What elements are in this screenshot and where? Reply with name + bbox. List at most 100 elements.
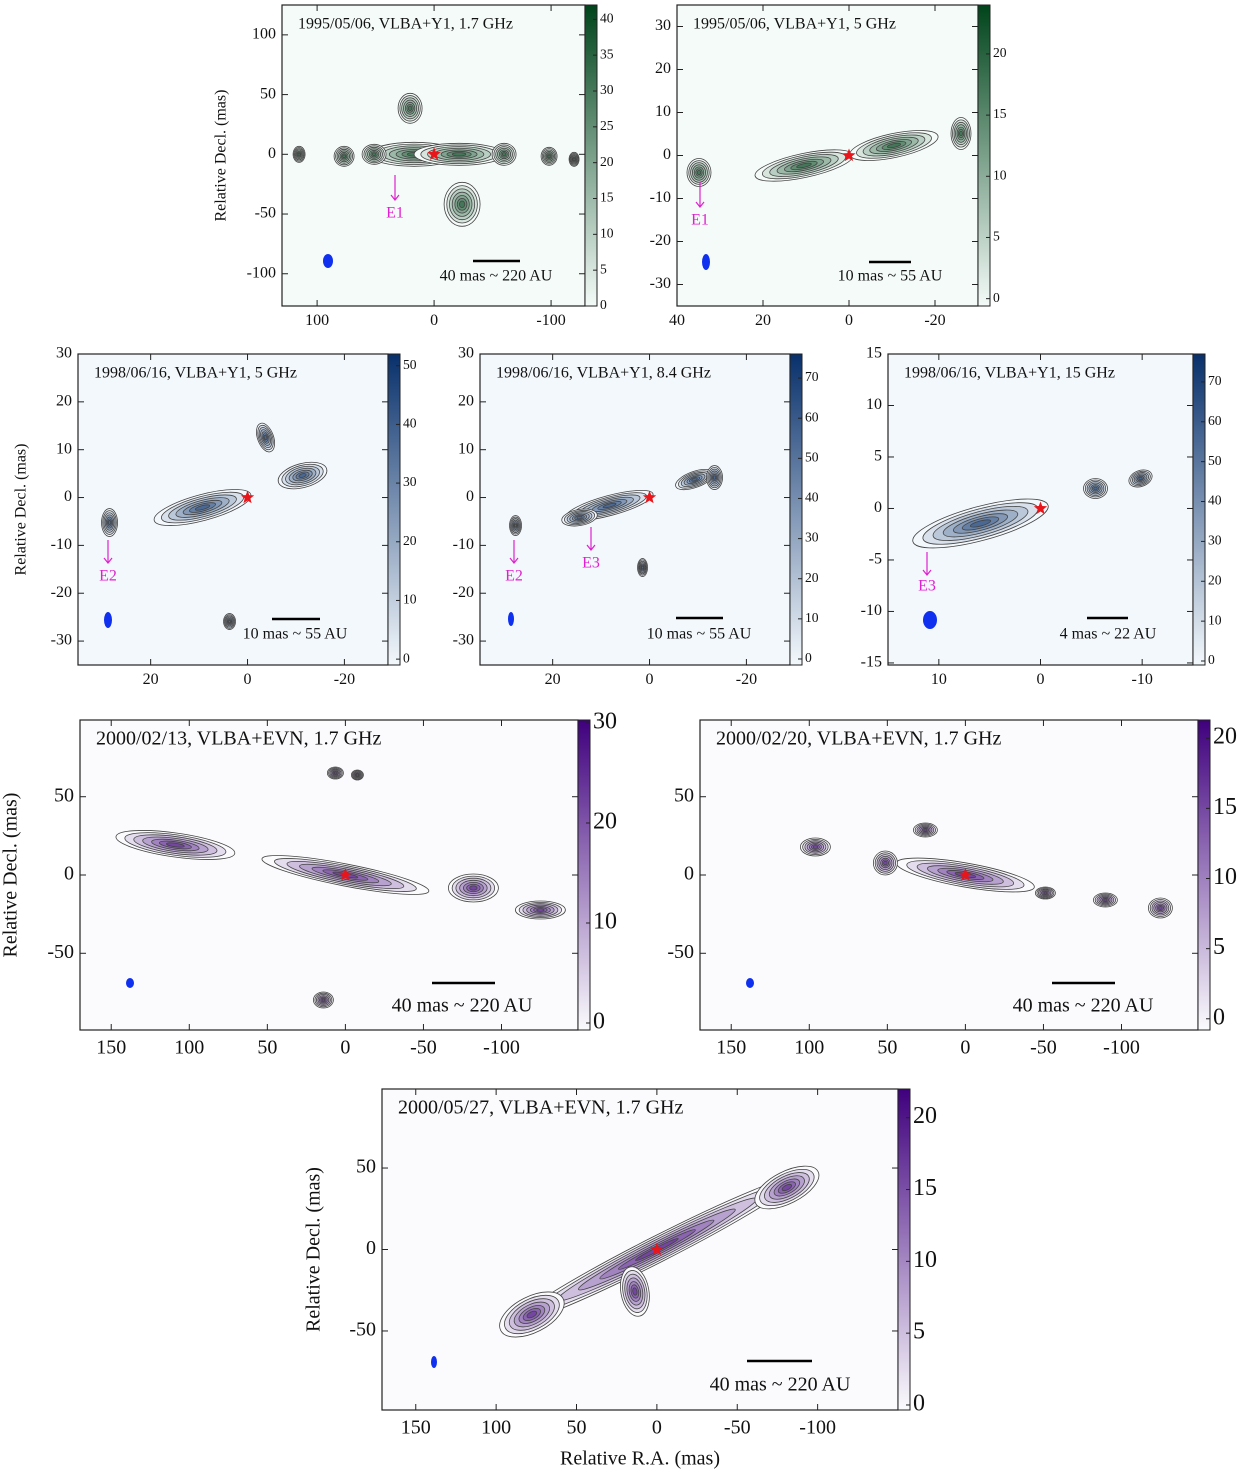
colorbar-tick-label: 5 <box>993 229 1000 244</box>
colorbar-tick-label: 0 <box>993 290 1000 305</box>
y-tick-label: -50 <box>349 1319 376 1341</box>
y-tick-label: 5 <box>874 448 882 465</box>
colorbar-tick-label: 30 <box>593 709 617 735</box>
x-tick-label: -100 <box>483 1037 520 1059</box>
y-tick-label: -30 <box>453 632 474 649</box>
colorbar-tick-label: 10 <box>600 225 614 240</box>
y-tick-label: 20 <box>56 393 72 410</box>
colorbar-tick-label: 10 <box>1208 612 1222 627</box>
x-tick-label: -50 <box>1030 1037 1057 1059</box>
x-tick-label: 0 <box>652 1417 662 1439</box>
x-tick-label: 0 <box>646 671 654 688</box>
y-tick-label: -5 <box>869 551 882 568</box>
contour <box>959 130 963 137</box>
beam <box>104 612 112 628</box>
colorbar-tick-label: 50 <box>1208 453 1222 468</box>
beam <box>431 1356 437 1368</box>
scale-label: 40 mas ~ 220 AU <box>1013 995 1154 1017</box>
annotation-label: E3 <box>582 555 600 572</box>
colorbar <box>897 1088 911 1411</box>
y-tick-label: 0 <box>466 488 474 505</box>
colorbar-tick-label: 60 <box>1208 413 1222 428</box>
panel-title: 1998/06/16, VLBA+Y1, 5 GHz <box>94 365 297 382</box>
y-tick-label: -20 <box>650 232 671 249</box>
contour <box>691 477 698 482</box>
x-tick-label: 0 <box>244 671 252 688</box>
contour <box>1138 476 1143 481</box>
contour <box>501 152 507 157</box>
annotation-arrowhead <box>390 194 400 201</box>
colorbar <box>1192 353 1206 666</box>
y-tick-label: 20 <box>655 60 671 77</box>
x-tick-label: -100 <box>1103 1037 1140 1059</box>
y-tick-label: -50 <box>667 941 694 963</box>
y-axis-label: Relative Decl. (mas) <box>303 1167 325 1332</box>
colorbar-tick-label: 40 <box>403 416 417 431</box>
colorbar-tick-label: 50 <box>805 449 819 464</box>
contour <box>883 860 888 866</box>
panel: 150 100 50 0 -50 -100 50 0 -50 0 5 10 15 20 2000/02/20… <box>667 719 1237 1059</box>
colorbar-tick-label: 15 <box>600 190 614 205</box>
y-tick-label: 50 <box>674 784 694 806</box>
colorbar-tick-label: 5 <box>913 1319 925 1345</box>
contour <box>1043 891 1048 895</box>
colorbar-tick-label: 10 <box>993 167 1007 182</box>
colorbar-tick-label: 20 <box>1208 572 1222 587</box>
scale-label: 10 mas ~ 55 AU <box>243 626 348 643</box>
core-star <box>1033 501 1048 515</box>
colorbar <box>577 719 591 1031</box>
colorbar-tick-label: 30 <box>805 530 819 545</box>
y-tick-label: 30 <box>56 345 72 362</box>
colorbar <box>387 353 401 666</box>
y-tick-label: 50 <box>260 85 276 102</box>
y-tick-label: 50 <box>54 784 74 806</box>
annotation-arrowhead <box>695 201 705 208</box>
panel: 150 100 50 0 -50 -100 50 0 -50 0 5 10 15 20 2000/05/27… <box>303 1088 937 1470</box>
annotation-label: E2 <box>99 568 117 585</box>
x-axis-label: Relative R.A. (mas) <box>560 1448 720 1470</box>
x-tick-label: -100 <box>536 312 565 329</box>
colorbar-tick-label: 30 <box>600 82 614 97</box>
colorbar-tick-label: 10 <box>1213 864 1237 890</box>
contour <box>572 157 576 161</box>
colorbar-tick-label: 0 <box>1213 1004 1225 1030</box>
panel-title: 2000/05/27, VLBA+EVN, 1.7 GHz <box>398 1097 683 1119</box>
y-tick-label: 0 <box>64 488 72 505</box>
colorbar <box>584 4 598 307</box>
beam <box>508 612 514 626</box>
contour <box>107 520 112 526</box>
colorbar-tick-label: 20 <box>403 533 417 548</box>
y-tick-label: -10 <box>650 189 671 206</box>
contour <box>526 1310 538 1319</box>
colorbar-tick-label: 30 <box>403 474 417 489</box>
annotation-label: E2 <box>505 568 523 585</box>
colorbar-tick-label: 50 <box>403 357 417 372</box>
y-tick-label: -10 <box>51 536 72 553</box>
colorbar-tick-label: 20 <box>913 1103 937 1129</box>
annotation-arrowhead <box>103 557 113 564</box>
x-tick-label: 20 <box>143 671 159 688</box>
y-tick-label: 100 <box>252 26 276 43</box>
panel-title: 2000/02/13, VLBA+EVN, 1.7 GHz <box>96 728 381 750</box>
beam <box>702 254 710 270</box>
emission <box>292 92 580 227</box>
x-tick-label: -100 <box>799 1417 836 1439</box>
colorbar-tick-label: 0 <box>805 650 812 665</box>
y-tick-label: -30 <box>650 275 671 292</box>
emission <box>101 422 328 630</box>
contour <box>796 162 812 169</box>
core-star <box>958 868 973 881</box>
x-tick-label: -50 <box>410 1037 437 1059</box>
y-tick-label: -30 <box>51 632 72 649</box>
x-tick-label: -20 <box>736 671 757 688</box>
y-tick-label: 30 <box>655 17 671 34</box>
panel: 150 100 50 0 -50 -100 50 0 -50 0 10 20 30 2000/02/13,… <box>0 709 617 1059</box>
y-tick-label: -15 <box>861 654 882 671</box>
beam <box>923 611 937 629</box>
scale-label: 40 mas ~ 220 AU <box>392 995 533 1017</box>
contour <box>812 845 819 849</box>
x-tick-label: -20 <box>924 312 945 329</box>
y-tick-label: -20 <box>453 584 474 601</box>
contour <box>194 504 211 511</box>
